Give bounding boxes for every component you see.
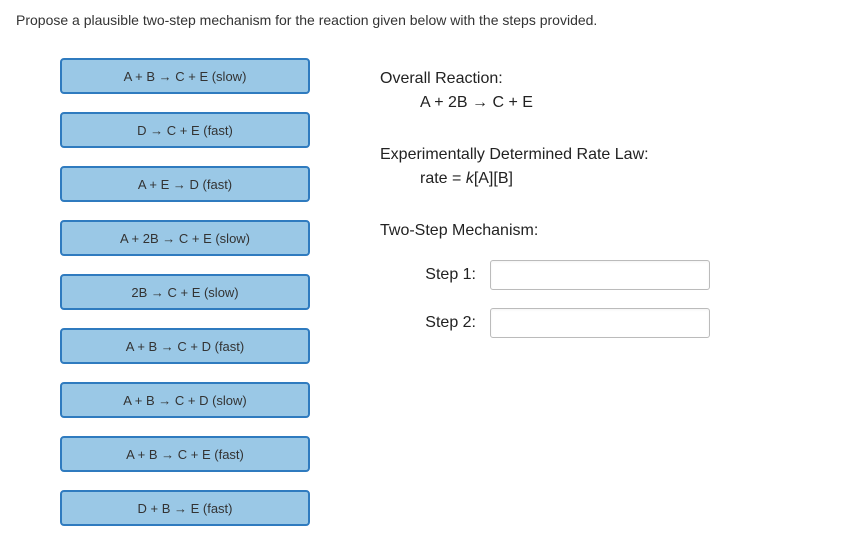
choice-option[interactable]: A + B → C + E (slow) bbox=[60, 58, 310, 94]
step-2-row: Step 2: bbox=[380, 308, 827, 338]
rate-prefix: rate = bbox=[420, 170, 466, 187]
choice-option[interactable]: A + B → C + D (slow) bbox=[60, 382, 310, 418]
overall-reaction-label: Overall Reaction: bbox=[380, 70, 827, 88]
choice-option[interactable]: A + B → C + E (fast) bbox=[60, 436, 310, 472]
step-2-label: Step 2: bbox=[420, 314, 490, 332]
content-area: A + B → C + E (slow) D → C + E (fast) A … bbox=[0, 28, 867, 538]
step-1-row: Step 1: bbox=[380, 260, 827, 290]
info-column: Overall Reaction: A + 2B → C + E Experim… bbox=[310, 58, 827, 538]
rate-suffix: [A][B] bbox=[474, 170, 513, 187]
rate-law-equation: rate = k[A][B] bbox=[380, 170, 827, 188]
question-prompt: Propose a plausible two-step mechanism f… bbox=[0, 0, 867, 28]
step-1-label: Step 1: bbox=[420, 266, 490, 284]
overall-reaction-section: Overall Reaction: A + 2B → C + E bbox=[380, 70, 827, 112]
rate-law-section: Experimentally Determined Rate Law: rate… bbox=[380, 146, 827, 188]
choices-column: A + B → C + E (slow) D → C + E (fast) A … bbox=[60, 58, 310, 538]
step-1-dropzone[interactable] bbox=[490, 260, 710, 290]
overall-reaction-equation: A + 2B → C + E bbox=[380, 94, 827, 112]
choice-option[interactable]: A + 2B → C + E (slow) bbox=[60, 220, 310, 256]
choice-option[interactable]: A + E → D (fast) bbox=[60, 166, 310, 202]
mechanism-label: Two-Step Mechanism: bbox=[380, 222, 827, 240]
choice-option[interactable]: D → C + E (fast) bbox=[60, 112, 310, 148]
mechanism-section: Two-Step Mechanism: bbox=[380, 222, 827, 240]
choice-option[interactable]: 2B → C + E (slow) bbox=[60, 274, 310, 310]
rate-law-label: Experimentally Determined Rate Law: bbox=[380, 146, 827, 164]
rate-constant-k: k bbox=[466, 170, 474, 187]
step-2-dropzone[interactable] bbox=[490, 308, 710, 338]
choice-option[interactable]: D + B → E (fast) bbox=[60, 490, 310, 526]
choice-option[interactable]: A + B → C + D (fast) bbox=[60, 328, 310, 364]
